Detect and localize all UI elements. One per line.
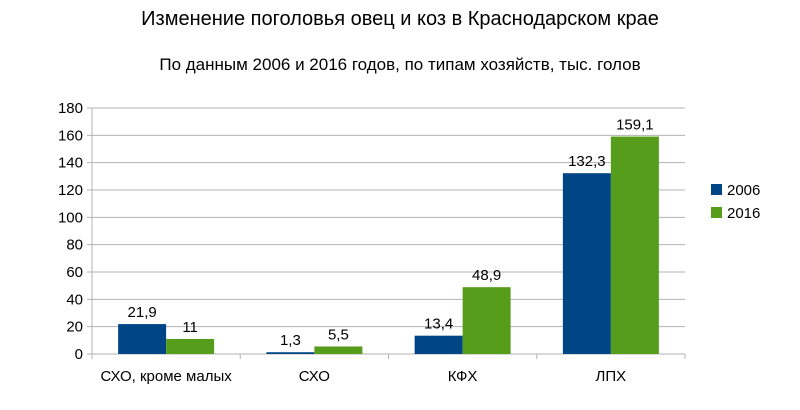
legend-label-2016: 2016 <box>727 205 760 222</box>
chart-title: Изменение поголовья овец и коз в Краснод… <box>141 8 659 30</box>
y-tick-label: 0 <box>75 346 83 363</box>
bar-2016 <box>314 346 363 354</box>
x-tick-label: КФХ <box>448 368 478 385</box>
data-label: 21,9 <box>128 304 157 321</box>
data-labels: 21,9 11 1,3 5,5 13,4 48,9 132,3 159,1 <box>128 117 654 350</box>
legend: 2006 2016 <box>711 182 760 222</box>
bar-2006 <box>562 173 611 354</box>
legend-label-2006: 2006 <box>727 182 760 199</box>
bar-2006 <box>414 335 463 354</box>
x-tick-label: СХО, кроме малых <box>100 368 232 385</box>
bar-2006 <box>266 352 315 354</box>
data-label: 13,4 <box>424 316 453 333</box>
legend-swatch-2006 <box>711 184 722 195</box>
y-tick-label: 80 <box>66 237 83 254</box>
bar-2006 <box>118 324 167 354</box>
y-tick-label: 120 <box>58 182 83 199</box>
x-tick-label: ЛПХ <box>596 368 627 385</box>
y-tick-label: 60 <box>66 264 83 281</box>
y-tick-label: 40 <box>66 291 83 308</box>
legend-swatch-2016 <box>711 207 722 218</box>
y-tick-label: 140 <box>58 155 83 172</box>
y-tick-label: 100 <box>58 209 83 226</box>
bar-2016 <box>610 136 659 354</box>
bar-2016 <box>462 287 511 354</box>
data-label: 1,3 <box>280 332 301 349</box>
data-label: 159,1 <box>616 117 654 134</box>
data-label: 132,3 <box>568 153 606 170</box>
x-axis-ticks: СХО, кроме малых СХО КФХ ЛПХ <box>100 368 626 385</box>
y-tick-label: 160 <box>58 127 83 144</box>
bars <box>118 136 659 354</box>
y-tick-label: 180 <box>58 100 83 117</box>
bar-2016 <box>166 338 215 354</box>
data-label: 48,9 <box>472 267 501 284</box>
y-axis-ticks: 0 20 40 60 80 100 120 140 160 180 <box>58 100 83 363</box>
data-label: 5,5 <box>328 326 349 343</box>
y-tick-label: 20 <box>66 319 83 336</box>
chart-subtitle: По данным 2006 и 2016 годов, по типам хо… <box>159 55 641 74</box>
x-tick-label: СХО <box>299 368 330 385</box>
data-label: 11 <box>182 319 198 336</box>
